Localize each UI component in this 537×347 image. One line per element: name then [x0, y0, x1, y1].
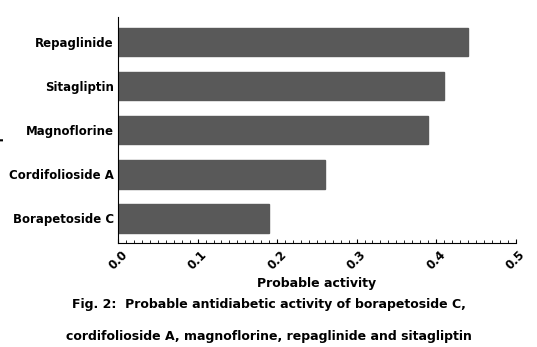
Bar: [118, 28, 468, 56]
Text: cordifolioside A, magnoflorine, repaglinide and sitagliptin: cordifolioside A, magnoflorine, repaglin…: [66, 330, 471, 342]
Bar: [118, 204, 269, 232]
X-axis label: Probable activity: Probable activity: [257, 277, 376, 290]
Y-axis label: Compounds: Compounds: [0, 89, 4, 171]
Bar: [118, 116, 428, 144]
Text: Fig. 2:  Probable antidiabetic activity of borapetoside C,: Fig. 2: Probable antidiabetic activity o…: [71, 298, 466, 311]
Bar: [118, 72, 444, 100]
Bar: [118, 160, 325, 188]
